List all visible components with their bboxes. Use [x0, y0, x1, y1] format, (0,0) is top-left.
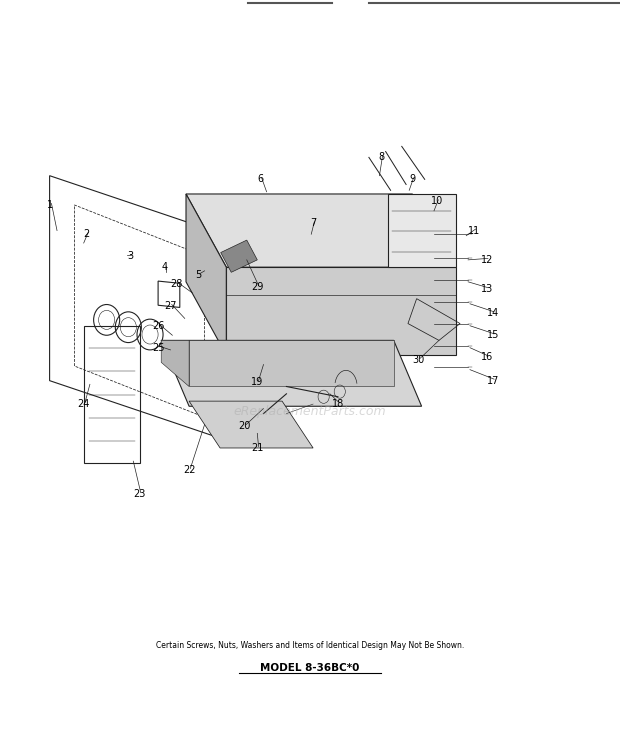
Polygon shape [186, 194, 456, 267]
Text: 2: 2 [84, 229, 90, 239]
Text: 10: 10 [431, 196, 443, 206]
Text: 25: 25 [152, 343, 164, 353]
Polygon shape [226, 267, 456, 355]
Polygon shape [189, 401, 313, 448]
Text: 21: 21 [251, 443, 264, 453]
Text: 30: 30 [412, 355, 425, 365]
Text: 29: 29 [251, 282, 264, 292]
Text: 26: 26 [152, 321, 164, 331]
Text: 28: 28 [170, 279, 183, 289]
Text: 18: 18 [332, 399, 344, 409]
Text: 8: 8 [378, 152, 384, 163]
Text: MODEL 8-36BC*0: MODEL 8-36BC*0 [260, 662, 360, 673]
Polygon shape [161, 340, 422, 406]
Text: 27: 27 [164, 301, 177, 311]
Text: 22: 22 [183, 465, 195, 475]
Text: 16: 16 [480, 352, 493, 362]
Text: 14: 14 [487, 308, 499, 318]
Polygon shape [388, 194, 456, 267]
Polygon shape [221, 240, 257, 272]
Text: 24: 24 [78, 399, 90, 409]
Text: 5: 5 [195, 269, 202, 280]
Text: 1: 1 [46, 200, 53, 210]
Text: 3: 3 [127, 251, 133, 261]
Text: 7: 7 [310, 218, 316, 228]
Text: 17: 17 [487, 376, 499, 386]
Text: 12: 12 [480, 255, 493, 265]
Text: 20: 20 [239, 421, 251, 431]
Text: 11: 11 [468, 225, 481, 236]
Text: 13: 13 [480, 284, 493, 294]
Text: 15: 15 [487, 330, 499, 340]
Text: 23: 23 [133, 489, 146, 499]
Polygon shape [161, 340, 189, 386]
Text: 19: 19 [251, 377, 264, 387]
Text: Certain Screws, Nuts, Washers and Items of Identical Design May Not Be Shown.: Certain Screws, Nuts, Washers and Items … [156, 641, 464, 650]
Polygon shape [189, 340, 394, 386]
Text: eReplacementParts.com: eReplacementParts.com [234, 405, 386, 418]
Text: 4: 4 [161, 262, 167, 272]
Polygon shape [186, 194, 226, 355]
Text: 6: 6 [257, 174, 264, 184]
Text: 9: 9 [409, 174, 415, 184]
